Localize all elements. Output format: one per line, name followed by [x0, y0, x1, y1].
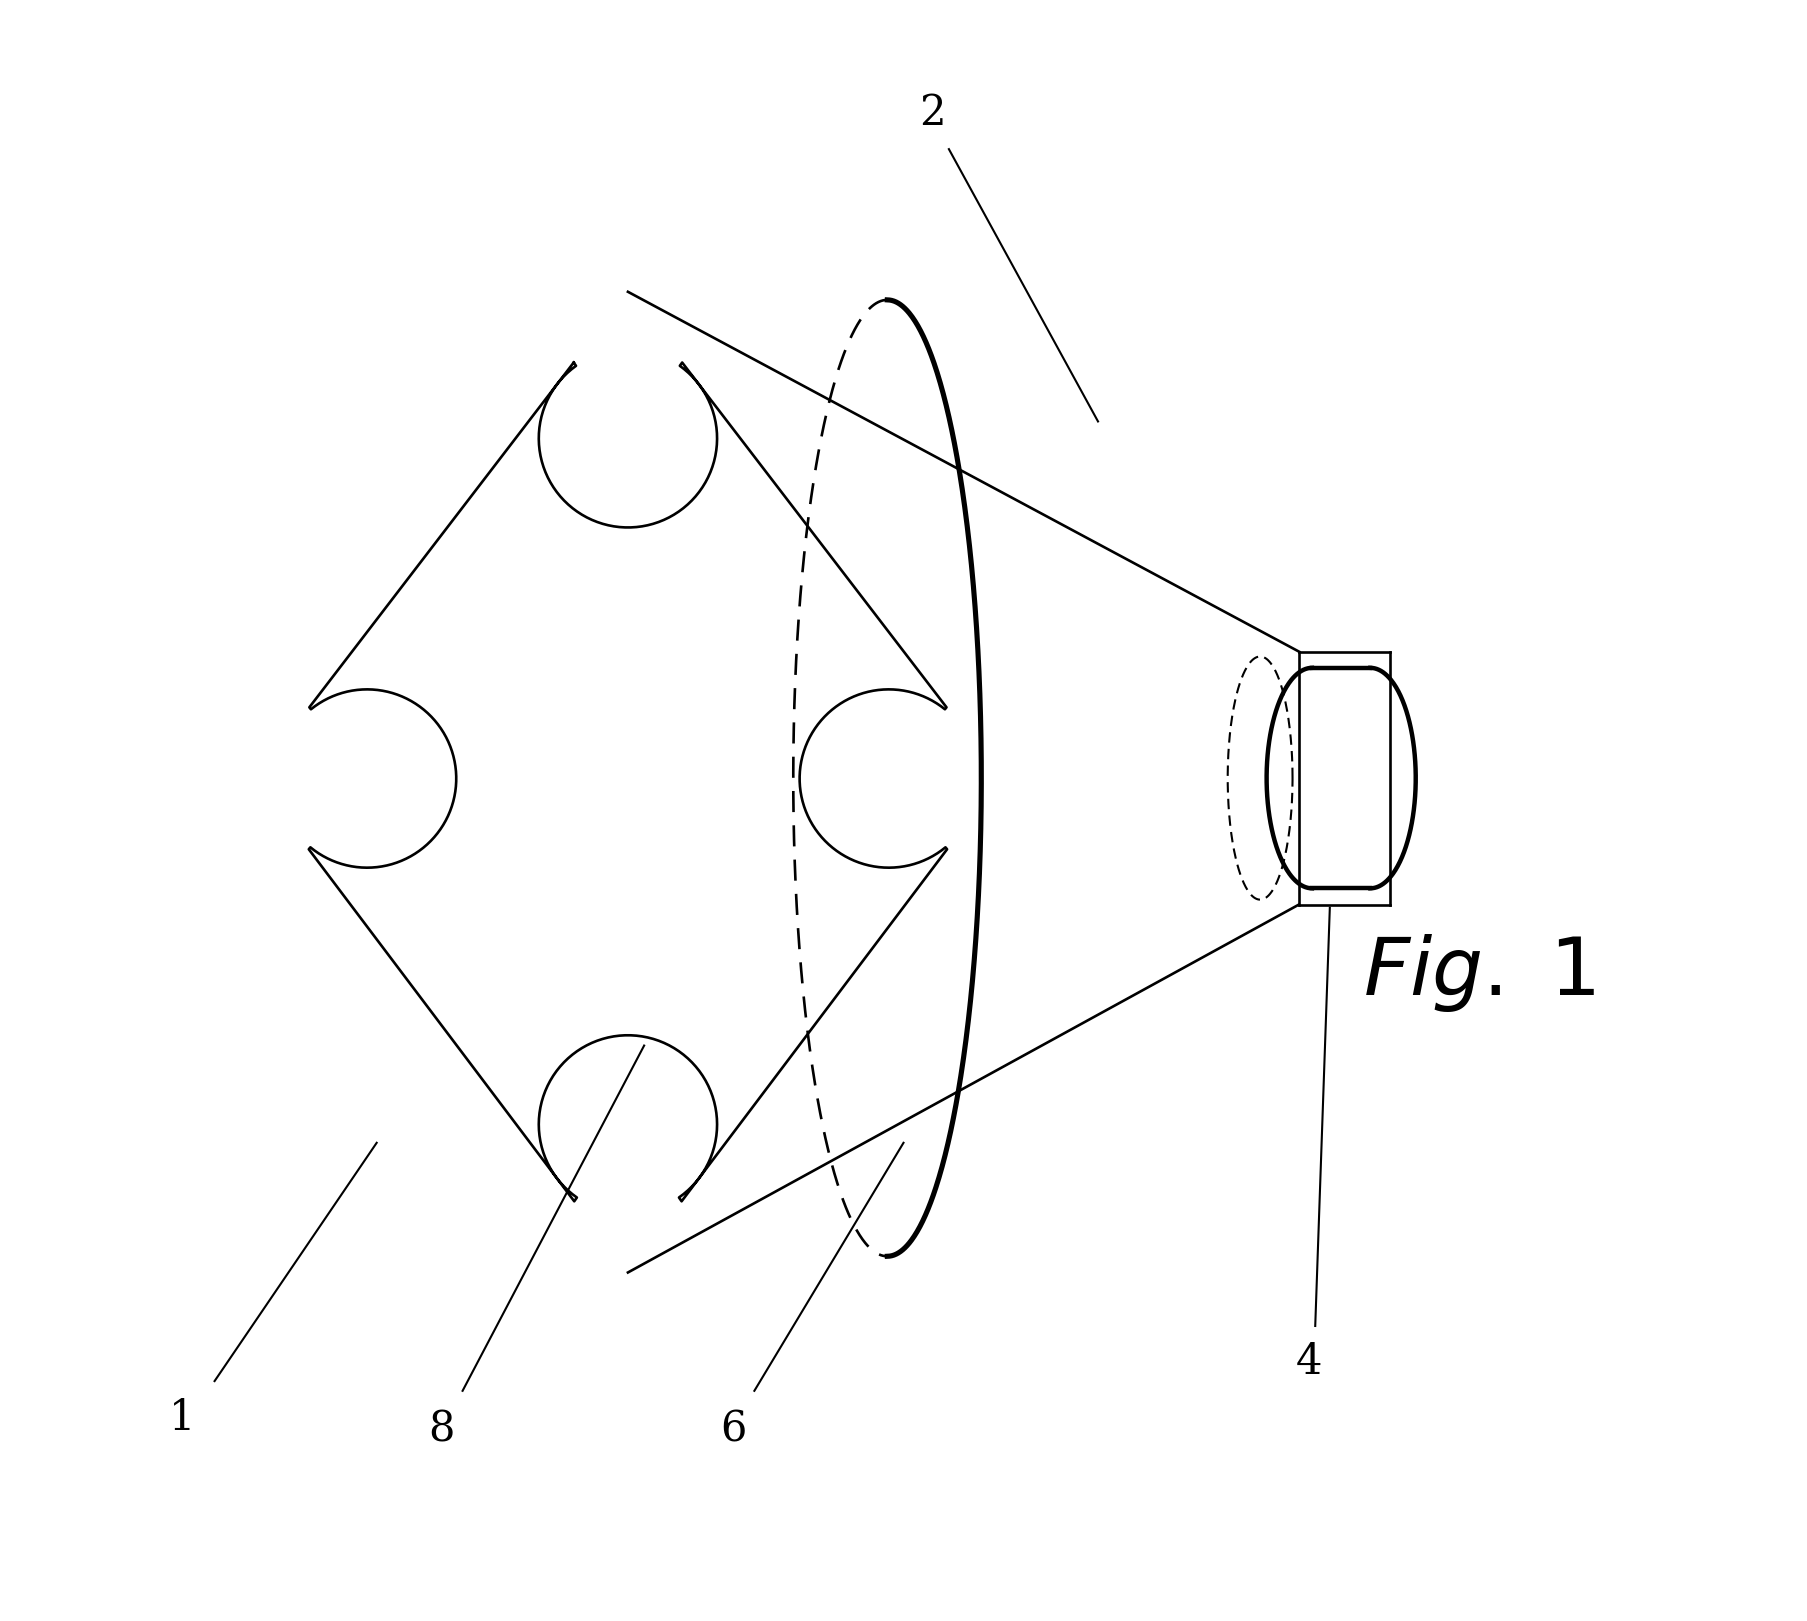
Text: 6: 6 [721, 1409, 746, 1451]
Text: 1: 1 [170, 1397, 195, 1439]
Text: $\it{Fig.}$ $\it{1}$: $\it{Fig.}$ $\it{1}$ [1362, 932, 1596, 1013]
Text: 8: 8 [428, 1409, 455, 1451]
Text: 4: 4 [1296, 1341, 1323, 1383]
Text: 2: 2 [920, 92, 947, 135]
